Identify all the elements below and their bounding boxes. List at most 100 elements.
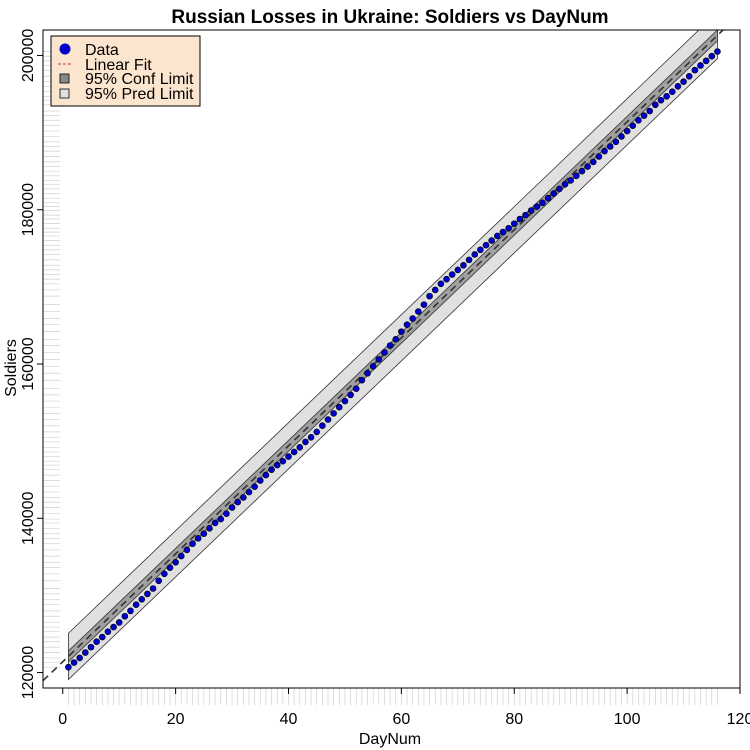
data-point [251, 483, 258, 490]
legend-conf-box [59, 73, 70, 84]
legend-pred-box [59, 88, 70, 99]
data-point [640, 112, 648, 119]
data-point [471, 251, 479, 258]
data-point [505, 224, 512, 232]
data-point [262, 471, 270, 479]
data-point [567, 177, 574, 184]
x-tick-label: 120 [727, 711, 750, 728]
data-point [273, 461, 281, 469]
data-point [618, 133, 625, 140]
y-tick-label: 140000 [20, 491, 37, 544]
data-point [465, 256, 473, 264]
data-point [663, 93, 670, 100]
data-point [369, 363, 377, 370]
data-point [375, 356, 383, 363]
data-point [437, 280, 445, 288]
data-point [296, 444, 304, 451]
data-point [612, 138, 620, 146]
data-point [578, 167, 586, 175]
data-point [76, 654, 83, 662]
data-point [697, 62, 704, 69]
data-point [595, 153, 603, 160]
data-point [307, 433, 315, 441]
data-point [635, 116, 642, 124]
data-point [499, 228, 507, 236]
legend-data-marker [59, 43, 71, 55]
data-point [685, 72, 693, 80]
data-point [172, 558, 179, 566]
data-point [714, 48, 721, 55]
legend: Data Linear Fit 95% Conf Limit 95% Pred … [50, 35, 201, 107]
data-point [680, 78, 687, 85]
plot-area [43, 30, 725, 682]
data-point [194, 535, 202, 542]
data-point [166, 564, 174, 571]
data-point [629, 122, 637, 129]
data-point [347, 391, 354, 399]
legend-label-conf: 95% Conf Limit [85, 71, 194, 88]
data-point [431, 286, 439, 294]
data-point [516, 215, 524, 223]
x-axis: 0 20 40 60 80 100 120 [58, 688, 750, 728]
data-point [256, 477, 264, 484]
data-point [155, 577, 162, 585]
data-point [223, 510, 230, 517]
data-point [573, 172, 580, 180]
data-point [93, 638, 100, 646]
data-point [657, 96, 665, 104]
data-point [584, 163, 591, 170]
data-point [415, 308, 422, 315]
data-point [144, 590, 151, 598]
legend-box [50, 35, 201, 107]
x-tick-label: 0 [58, 711, 67, 728]
data-point [127, 607, 134, 615]
y-tick-label: 120000 [20, 646, 37, 699]
data-point [533, 203, 541, 210]
data-point [477, 246, 484, 254]
data-point [200, 530, 208, 538]
chart-title: Russian Losses in Ukraine: Soldiers vs D… [171, 7, 608, 28]
data-point [352, 385, 360, 392]
data-point [87, 643, 95, 651]
data-point [668, 88, 676, 96]
data-point [98, 633, 106, 641]
data-point [104, 628, 112, 635]
y-tick-label: 160000 [20, 337, 37, 390]
data-point [161, 570, 168, 578]
data-point [702, 57, 710, 65]
data-point [206, 525, 213, 532]
data-point [149, 585, 157, 592]
x-axis-label: DayNum [359, 731, 421, 748]
data-point [420, 301, 428, 308]
data-point [606, 143, 614, 150]
data-point [330, 410, 337, 417]
legend-label-pred: 95% Pred Limit [85, 86, 194, 103]
data-point [443, 275, 450, 283]
data-point [527, 207, 535, 214]
y-axis-label: Soldiers [3, 339, 20, 397]
data-point [652, 101, 659, 109]
x-rug [68, 688, 718, 705]
data-point [313, 428, 321, 436]
legend-label-data: Data [85, 42, 119, 59]
data-point [279, 457, 287, 465]
data-point [539, 199, 546, 207]
data-point [211, 519, 219, 527]
data-point [65, 663, 72, 671]
data-point [386, 342, 394, 349]
data-point [398, 328, 405, 335]
x-tick-label: 20 [167, 711, 185, 728]
data-point [550, 190, 558, 197]
data-point [691, 66, 699, 74]
data-point [403, 321, 411, 328]
data-point [245, 488, 253, 496]
data-point [341, 397, 349, 405]
data-point [268, 466, 275, 473]
data-point [409, 315, 416, 322]
data-point [544, 194, 552, 202]
data-point [302, 438, 309, 446]
data-point [82, 649, 89, 656]
data-point [240, 494, 247, 501]
data-point [358, 376, 366, 384]
